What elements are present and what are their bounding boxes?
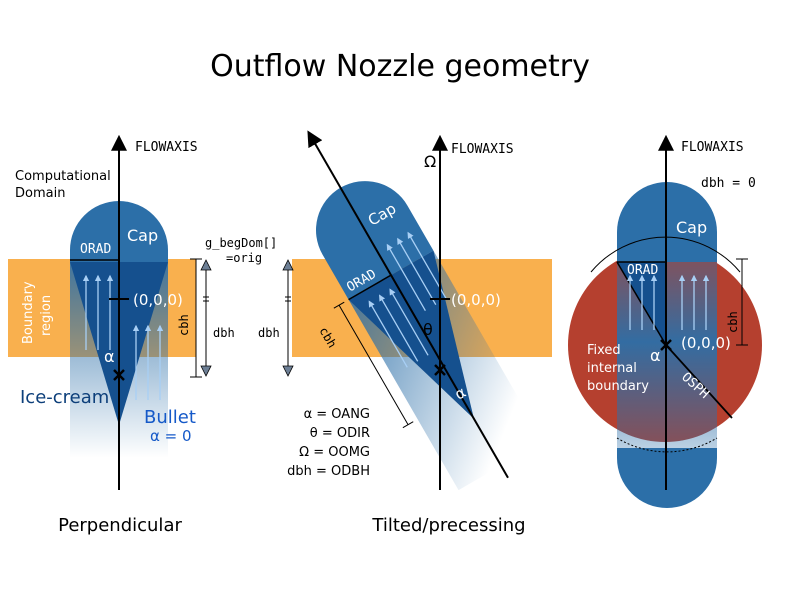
right-cap-label: Cap	[676, 218, 707, 237]
legend-dbh: dbh = ODBH	[287, 464, 370, 479]
right-origin-marker	[660, 339, 672, 351]
boundary-region-line2: region	[39, 295, 54, 336]
cap-label: Cap	[127, 226, 158, 245]
dbh-arrow-up-left	[200, 259, 212, 271]
computational-domain-line2: Domain	[15, 186, 65, 201]
tilted-axis-line	[307, 130, 509, 479]
right-alpha-label: α	[650, 346, 661, 365]
tilted-flow-arrows	[368, 231, 447, 368]
right-cbh-dimension	[736, 258, 748, 346]
tilted-cap	[316, 181, 434, 300]
dbh-dimension-middle	[285, 268, 291, 368]
legend-theta: θ = ODIR	[310, 426, 370, 441]
begdom-line2: =orig	[226, 251, 262, 265]
right-origin-label: (0,0,0)	[681, 334, 731, 352]
dbh-zero-label: dbh = 0	[701, 176, 756, 191]
bullet-alpha-label: α = 0	[150, 427, 192, 445]
fixed-boundary-line2: internal	[587, 361, 637, 376]
legend-alpha: α = OANG	[304, 407, 370, 422]
begdom-line1: g_begDom[]	[205, 236, 277, 250]
middle-flowaxis-label: FLOWAXIS	[451, 142, 514, 157]
cbh-label-right: cbh	[726, 311, 740, 333]
bullet-label: Bullet	[144, 407, 196, 428]
perpendicular-panel: FLOWAXIS Computational Domain Cap ORAD (…	[8, 134, 277, 536]
origin-label: (0,0,0)	[133, 291, 183, 309]
omega-label: Ω	[424, 152, 436, 171]
tilted-cbh-dimension	[333, 301, 414, 429]
orad-label: ORAD	[80, 242, 111, 257]
dbh-arrow-up-middle	[282, 259, 294, 271]
flowaxis-label: FLOWAXIS	[135, 140, 198, 155]
flow-arrows	[82, 274, 164, 400]
fixed-boundary-line1: Fixed	[587, 343, 621, 358]
boundary-region-line1: Boundary	[21, 281, 36, 344]
right-orad-label: ORAD	[627, 263, 658, 278]
dbh-label-middle: dbh	[258, 326, 280, 340]
middle-apex-marker	[434, 364, 446, 376]
computational-domain-line1: Computational	[15, 169, 111, 184]
dbh-arrow-down-middle	[282, 365, 294, 377]
parameter-legend: α = OANG θ = ODIR Ω = OOMG dbh = ODBH	[287, 407, 370, 479]
legend-omega: Ω = OOMG	[299, 445, 370, 460]
caption-tilted: Tilted/precessing	[371, 515, 525, 536]
right-flowaxis-label: FLOWAXIS	[681, 140, 744, 155]
tilted-orad-line	[348, 274, 392, 301]
right-flow-arrows	[626, 274, 710, 330]
cbh-label-left: cbh	[177, 314, 191, 336]
dbh-dimension-left	[203, 268, 209, 368]
ice-cream-label: Ice-cream	[20, 387, 109, 408]
osph-radius-line	[665, 344, 733, 419]
dbh-arrow-down-left	[200, 365, 212, 377]
dbh-label-left: dbh	[213, 326, 235, 340]
tilted-panel: Cap ORAD α cbh dbh FLOWAXIS Ω (0,0,0) θ …	[258, 130, 552, 536]
alpha-label: α	[104, 347, 115, 366]
fixed-boundary-line3: boundary	[587, 379, 649, 394]
caption-perpendicular: Perpendicular	[58, 515, 182, 536]
diagram-title: Outflow Nozzle geometry	[210, 49, 590, 84]
theta-label: θ	[423, 320, 433, 339]
middle-origin-label: (0,0,0)	[451, 291, 501, 309]
fixed-boundary-panel: cbh FLOWAXIS dbh = 0 Cap ORAD (0,0,0) α …	[568, 134, 762, 508]
cone-apex-marker	[113, 369, 125, 381]
